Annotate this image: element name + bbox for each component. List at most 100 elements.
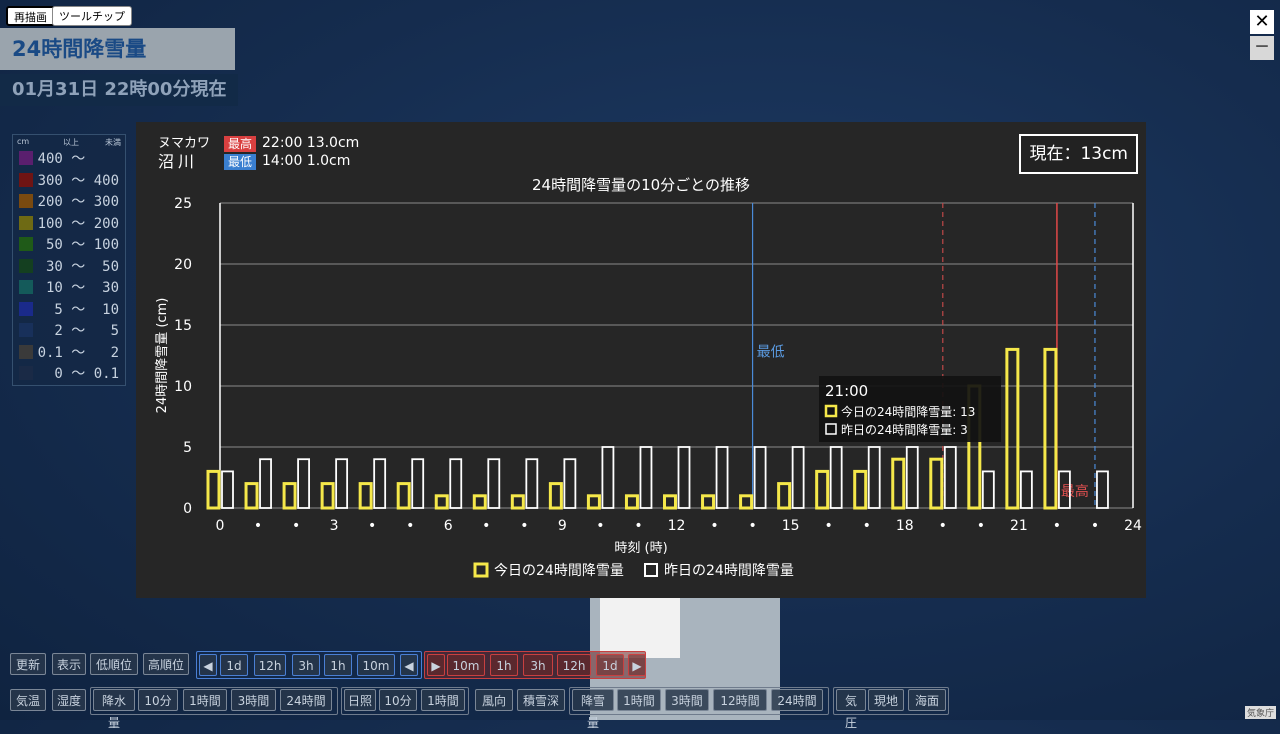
legend-today-label: 今日の24時間降雪量	[494, 563, 624, 579]
precip-button[interactable]: 3時間	[231, 689, 276, 711]
pressure-button[interactable]: 海面	[908, 689, 946, 711]
annotation-label: 最低	[757, 345, 785, 361]
time-back-button[interactable]: 1d	[220, 654, 248, 676]
bar-today	[626, 496, 637, 508]
legend-today-swatch	[475, 564, 487, 576]
time-back-button[interactable]: 3h	[292, 654, 320, 676]
snowfall-button[interactable]: 降雪量	[572, 689, 614, 711]
x-tick-label: •	[710, 518, 718, 534]
legend-label: 2 ～ 5	[38, 320, 119, 340]
bar-yesterday	[983, 471, 994, 508]
bar-yesterday	[907, 447, 918, 508]
legend-row: 100 ～ 200	[13, 212, 125, 233]
legend-swatch	[19, 280, 33, 294]
bar-yesterday	[1097, 471, 1108, 508]
snowfall-button[interactable]: 12時間	[713, 689, 767, 711]
legend-label: 300 ～ 400	[38, 170, 119, 190]
time-forward-button[interactable]: 1d	[596, 654, 624, 676]
bar-yesterday	[564, 459, 575, 508]
bar-yesterday	[488, 459, 499, 508]
legend-label: 100 ～ 200	[38, 213, 119, 233]
legend-label: 5 ～ 10	[38, 299, 119, 319]
sunshine-button[interactable]: 1時間	[421, 689, 465, 711]
sunshine-button[interactable]: 10分	[379, 689, 417, 711]
toolbar-button[interactable]: 表示	[52, 653, 86, 675]
y-tick-label: 20	[174, 257, 192, 273]
bar-yesterday	[298, 459, 309, 508]
time-back-button[interactable]: 12h	[254, 654, 286, 676]
bar-yesterday	[640, 447, 651, 508]
legend-label: 200 ～ 300	[38, 191, 119, 211]
pressure-button[interactable]: 現地	[868, 689, 904, 711]
redraw-button[interactable]: 再描画	[6, 6, 55, 26]
time-forward-button[interactable]: ▶	[427, 654, 445, 676]
annotation-label: 最高	[1061, 483, 1089, 500]
bar-today	[208, 471, 219, 508]
x-tick-label: •	[863, 518, 871, 534]
time-back-button[interactable]: ◀	[400, 654, 418, 676]
max-value: 22:00 13.0cm	[262, 135, 359, 151]
x-tick-label: 15	[782, 518, 800, 534]
time-back-button[interactable]: 10m	[357, 654, 395, 676]
layer-humidity-button[interactable]: 湿度	[52, 689, 86, 711]
legend-yesterday-swatch	[645, 564, 657, 576]
snowfall-button[interactable]: 3時間	[665, 689, 709, 711]
y-tick-label: 15	[174, 318, 192, 334]
legend-row: 2 ～ 5	[13, 319, 125, 340]
snowfall-button[interactable]: 24時間	[771, 689, 823, 711]
y-tick-label: 5	[183, 440, 192, 456]
time-forward-button[interactable]: 3h	[523, 654, 553, 676]
bar-yesterday	[831, 447, 842, 508]
legend-label: 10 ～ 30	[38, 277, 119, 297]
x-tick-label: •	[292, 518, 300, 534]
time-back-button[interactable]: ◀	[199, 654, 217, 676]
close-icon[interactable]: ✕	[1250, 10, 1274, 34]
time-forward-button[interactable]: 10m	[447, 654, 485, 676]
station-name: 沼川	[158, 148, 198, 172]
x-tick-label: 3	[330, 518, 339, 534]
layer-wind-button[interactable]: 風向	[475, 689, 513, 711]
x-tick-label: 0	[216, 518, 225, 534]
snowfall-button[interactable]: 1時間	[617, 689, 661, 711]
toolbar-button[interactable]: 更新	[10, 653, 46, 675]
sunshine-button[interactable]: 日照	[344, 689, 376, 711]
tooltip-time: 21:00	[825, 382, 868, 400]
minimize-icon[interactable]: －	[1250, 36, 1274, 60]
legend-row: 5 ～ 10	[13, 298, 125, 319]
bar-yesterday	[1021, 471, 1032, 508]
precip-button[interactable]: 24時間	[280, 689, 332, 711]
time-forward-button[interactable]: 12h	[557, 654, 591, 676]
legend-swatch	[19, 216, 33, 230]
x-tick-label: •	[634, 518, 642, 534]
bar-yesterday	[717, 447, 728, 508]
toolbar-button[interactable]: 低順位	[90, 653, 138, 675]
x-tick-label: 6	[444, 518, 453, 534]
x-axis-label: 時刻 (時)	[614, 541, 667, 556]
legend-row: 300 ～ 400	[13, 169, 125, 190]
bar-today	[474, 496, 485, 508]
bar-today	[741, 496, 752, 508]
precip-button[interactable]: 10分	[138, 689, 178, 711]
precip-button[interactable]: 降水量	[93, 689, 135, 711]
current-value-badge: 現在：13cm	[1019, 134, 1138, 174]
precip-button[interactable]: 1時間	[183, 689, 227, 711]
bar-yesterday	[755, 447, 766, 508]
tooltip-toggle-button[interactable]: ツールチップ	[52, 6, 132, 26]
pressure-button[interactable]: 気圧	[836, 689, 866, 711]
toolbar-button[interactable]: 高順位	[143, 653, 189, 675]
legend-swatch	[19, 151, 33, 165]
min-tag: 最低	[224, 154, 256, 170]
bar-yesterday	[679, 447, 690, 508]
layer-snow-depth-button[interactable]: 積雪深	[517, 689, 565, 711]
time-back-button[interactable]: 1h	[324, 654, 352, 676]
bar-yesterday	[336, 459, 347, 508]
x-tick-label: •	[939, 518, 947, 534]
bar-yesterday	[374, 459, 385, 508]
layer-temperature-button[interactable]: 気温	[10, 689, 46, 711]
bar-yesterday	[945, 447, 956, 508]
bar-yesterday	[260, 459, 271, 508]
time-forward-button[interactable]: ▶	[628, 654, 646, 676]
bar-today	[893, 459, 904, 508]
time-forward-button[interactable]: 1h	[490, 654, 518, 676]
legend-yesterday-label: 昨日の24時間降雪量	[664, 563, 794, 579]
